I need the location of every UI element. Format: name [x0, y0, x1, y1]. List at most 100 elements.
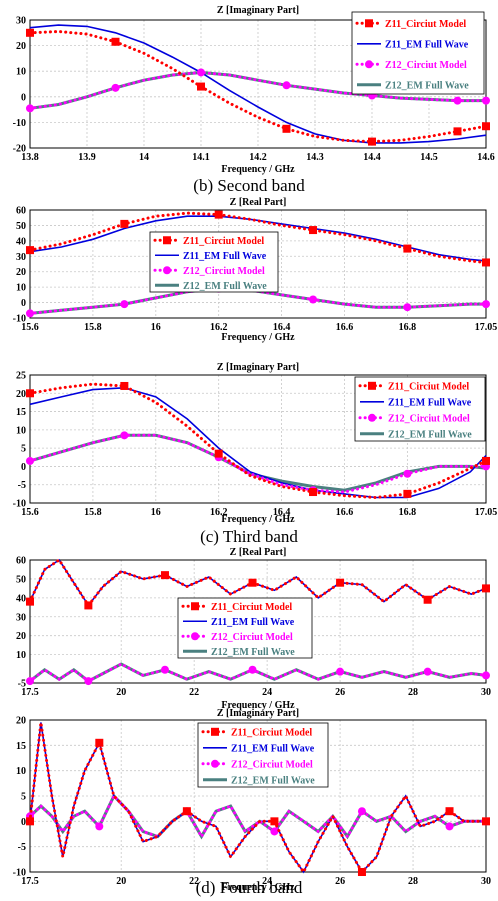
data-point	[111, 83, 120, 92]
series-line	[28, 433, 488, 494]
data-point	[453, 127, 462, 136]
y-tick-label: -10	[13, 868, 26, 879]
legend-marker	[191, 632, 199, 641]
data-point	[120, 219, 129, 228]
data-point	[120, 381, 129, 390]
x-tick-label: 22	[189, 876, 199, 887]
y-tick-label: -5	[18, 679, 26, 690]
x-tick-label: 14.5	[420, 152, 438, 163]
legend-marker	[163, 266, 171, 275]
plot-frame	[29, 374, 487, 504]
chart-3: 15.6 15.8 16 16.2 16.4 16.6 16.8 17.05 -10 -5 0 5 10…	[13, 362, 498, 525]
x-tick-label: 17.5	[21, 687, 39, 698]
legend: Z11_Circiut Model Z11_EM Full Wave Z12_Cir…	[177, 597, 313, 659]
data-point	[95, 738, 104, 747]
x-axis-label: Frequency / GHz	[221, 332, 295, 343]
x-tick-label: 14	[139, 152, 149, 163]
chart-1: 13.8 13.9 14 14.1 14.2 14.3 14.4 14.5 14.6 -20 -10…	[13, 5, 495, 175]
data-point	[214, 210, 223, 219]
data-point	[182, 807, 191, 816]
x-tick-label: 17.05	[475, 322, 498, 333]
x-tick-label: 28	[408, 687, 418, 698]
data-point	[26, 309, 34, 318]
data-point	[482, 300, 490, 309]
legend-label: Z11_EM Full Wave	[211, 617, 295, 628]
plot-frame	[29, 19, 487, 149]
y-tick-label: 50	[16, 574, 26, 585]
data-point	[445, 807, 454, 816]
x-tick-label: 16.8	[399, 507, 417, 518]
data-point	[357, 807, 366, 816]
data-point	[482, 584, 490, 593]
data-point	[482, 671, 490, 680]
x-tick-label: 30	[481, 876, 491, 887]
series-line	[29, 386, 487, 499]
series-line	[29, 287, 486, 315]
legend-label: Z12_EM Full Wave	[385, 80, 469, 91]
y-tick-label: -5	[18, 480, 26, 491]
y-tick-label: 0	[21, 298, 26, 309]
data-point	[403, 303, 412, 312]
x-tick-label: 17.5	[21, 876, 39, 887]
y-tick-label: 30	[16, 612, 26, 623]
y-tick-label: 0	[21, 817, 26, 828]
series-line	[28, 793, 488, 840]
x-tick-label: 14.3	[306, 152, 324, 163]
x-tick-label: 26	[335, 687, 345, 698]
x-tick-label: 15.6	[21, 322, 39, 333]
legend-label: Z12_Circiut Model	[385, 60, 467, 71]
data-point	[84, 601, 93, 610]
chart-title: Z [Imaginary Part]	[217, 362, 299, 373]
series-line	[29, 24, 487, 144]
legend-label: Z11_EM Full Wave	[231, 743, 315, 754]
legend: Z11_Circiut Model Z11_EM Full Wave Z12_Cir…	[354, 376, 486, 442]
data-point	[309, 488, 318, 497]
x-axis-label: Frequency / GHz	[221, 882, 295, 893]
legend-box	[149, 231, 279, 293]
chart-title: Z [Real Part]	[230, 547, 287, 558]
x-tick-label: 16.6	[336, 322, 354, 333]
legend-marker	[163, 236, 171, 245]
data-point	[26, 28, 34, 37]
y-tick-label: -10	[13, 314, 26, 325]
y-tick-label: 60	[16, 556, 26, 567]
y-tick-label: 15	[16, 741, 26, 752]
data-point	[336, 578, 345, 587]
data-point	[357, 868, 366, 876]
legend-marker	[368, 413, 376, 422]
legend-marker	[191, 602, 199, 611]
data-point	[26, 456, 34, 465]
legend-box	[177, 597, 313, 659]
y-tick-label: -10	[13, 118, 26, 129]
y-tick-label: 25	[16, 371, 26, 382]
y-tick-label: 5	[21, 792, 26, 803]
x-axis-label: Frequency / GHz	[221, 514, 295, 525]
legend: Z11_Circiut Model Z11_EM Full Wave Z12_Cir…	[351, 11, 485, 95]
x-tick-label: 13.9	[78, 152, 96, 163]
legend-marker	[365, 60, 373, 69]
y-tick-label: -5	[18, 842, 26, 853]
series-line	[29, 215, 487, 262]
y-tick-label: 10	[16, 67, 26, 78]
series-line	[28, 29, 488, 144]
data-point	[423, 667, 432, 676]
data-point	[120, 431, 129, 440]
data-point	[445, 822, 454, 831]
x-tick-label: 16.4	[273, 507, 291, 518]
y-tick-label: 20	[16, 716, 26, 727]
y-tick-label: 20	[16, 267, 26, 278]
data-point	[26, 597, 34, 606]
x-tick-label: 15.8	[84, 507, 102, 518]
x-tick-label: 15.6	[21, 507, 39, 518]
data-point	[368, 137, 376, 146]
legend-marker	[365, 19, 373, 28]
data-point	[160, 571, 169, 580]
data-point	[111, 37, 120, 46]
x-tick-label: 16.2	[210, 322, 228, 333]
data-point	[26, 104, 34, 113]
data-point	[270, 817, 279, 826]
legend: Z11_Circiut Model Z11_EM Full Wave Z12_Cir…	[197, 722, 329, 788]
y-tick-label: 20	[16, 631, 26, 642]
data-point	[482, 122, 490, 131]
legend-label: Z11_EM Full Wave	[183, 251, 267, 262]
